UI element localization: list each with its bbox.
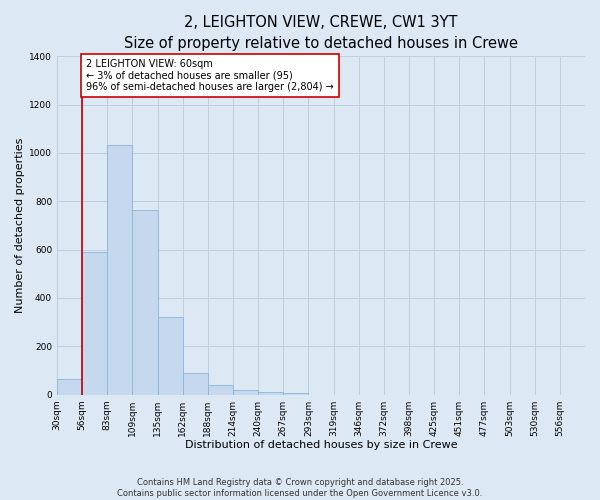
Bar [258,392,283,394]
Bar [107,144,133,394]
Y-axis label: Number of detached properties: Number of detached properties [15,138,25,313]
Text: Contains HM Land Registry data © Crown copyright and database right 2025.
Contai: Contains HM Land Registry data © Crown c… [118,478,482,498]
X-axis label: Distribution of detached houses by size in Crewe: Distribution of detached houses by size … [185,440,457,450]
Bar [183,373,208,394]
Bar [158,318,183,394]
Text: 2 LEIGHTON VIEW: 60sqm
← 3% of detached houses are smaller (95)
96% of semi-deta: 2 LEIGHTON VIEW: 60sqm ← 3% of detached … [86,58,334,92]
Bar [82,252,107,394]
Bar [233,390,258,394]
Bar [208,385,233,394]
Bar [133,210,158,394]
Bar [57,379,82,394]
Title: 2, LEIGHTON VIEW, CREWE, CW1 3YT
Size of property relative to detached houses in: 2, LEIGHTON VIEW, CREWE, CW1 3YT Size of… [124,15,518,51]
